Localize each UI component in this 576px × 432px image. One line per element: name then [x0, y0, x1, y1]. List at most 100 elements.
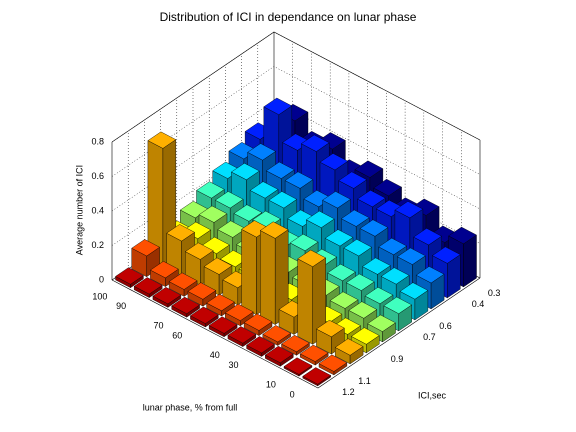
x-tick-label: 100 — [92, 291, 107, 301]
bar-side — [241, 228, 257, 316]
bar-top — [329, 291, 359, 309]
bar — [281, 334, 310, 356]
bar-top — [345, 273, 375, 291]
bar-top — [208, 316, 238, 334]
bar-top — [196, 181, 225, 199]
bar — [206, 293, 235, 317]
bar-top — [338, 171, 368, 189]
y-tick-label: 0.4 — [472, 299, 485, 309]
bar-top — [397, 247, 426, 265]
bar-top — [231, 162, 260, 181]
bar-top — [259, 221, 289, 239]
bar-top — [168, 272, 198, 290]
bar-top — [246, 336, 275, 354]
bar — [299, 344, 329, 366]
bar — [224, 303, 254, 327]
bar-top — [198, 205, 228, 223]
bar-top — [343, 239, 373, 257]
z-tick-label: 0.8 — [91, 136, 104, 146]
bar-top — [224, 303, 254, 321]
bar-top — [362, 257, 391, 275]
bar-top — [206, 293, 235, 312]
bar-top — [187, 282, 217, 300]
bar-top — [448, 226, 477, 245]
bar-top — [249, 181, 279, 199]
y-tick-label: 1.1 — [358, 376, 371, 386]
bar-top — [413, 228, 442, 246]
grid-line — [111, 31, 481, 143]
bar — [152, 287, 182, 308]
bar-top — [322, 191, 351, 209]
bar-top — [316, 319, 345, 338]
bar-top — [243, 313, 273, 331]
x-tick-label: 40 — [210, 350, 220, 360]
bar-top — [327, 263, 356, 282]
bar — [316, 319, 345, 355]
y-tick-label: 0.9 — [391, 354, 404, 364]
bar — [208, 316, 238, 338]
bar-top — [367, 314, 396, 332]
bar-top — [263, 97, 293, 115]
z-tick-label: 0.4 — [91, 205, 104, 215]
bar-top — [264, 345, 294, 364]
bar-top — [359, 219, 389, 237]
x-tick-label: 0 — [290, 389, 295, 399]
bar — [302, 367, 332, 387]
bar — [243, 313, 273, 336]
bar-side — [260, 230, 276, 325]
z-tick-label: 0 — [99, 274, 104, 284]
x-tick-label: 70 — [154, 321, 164, 331]
bar-top — [115, 267, 144, 285]
bar — [115, 267, 144, 289]
x-axis-label: lunar phase, % from full — [143, 402, 238, 412]
bar-side — [297, 258, 313, 345]
bar-top — [297, 249, 327, 267]
bar-top — [289, 233, 319, 252]
bar-top — [334, 338, 364, 356]
bar-top — [184, 242, 214, 260]
bar-top — [302, 367, 332, 385]
bar-top — [399, 282, 429, 300]
bar-top — [383, 296, 413, 314]
bar-top — [318, 354, 348, 372]
bar-top — [357, 189, 386, 208]
bar — [264, 345, 294, 367]
bar-top — [300, 134, 330, 152]
bar-top — [131, 239, 160, 257]
y-tick-label: 0.7 — [423, 332, 436, 342]
bar — [171, 296, 200, 318]
bar — [227, 326, 257, 347]
bar-top — [265, 161, 295, 179]
bar-top — [171, 296, 200, 314]
bar-top — [394, 201, 424, 219]
bar-top — [340, 209, 370, 227]
bar-top — [190, 306, 219, 324]
x-tick-label: 60 — [172, 331, 182, 341]
bar-top — [364, 286, 394, 305]
bar — [187, 282, 217, 307]
bar-top — [354, 160, 384, 178]
bar-top — [284, 171, 314, 189]
floor-edge — [111, 277, 481, 389]
bar-top — [373, 178, 402, 197]
bar — [190, 306, 219, 328]
bar — [259, 221, 289, 325]
bar-top — [262, 325, 292, 343]
bar — [246, 336, 275, 357]
x-tick-label: 90 — [116, 301, 126, 311]
bar-top — [305, 210, 335, 228]
y-tick-label: 1.2 — [342, 387, 355, 397]
bar-top — [299, 344, 329, 362]
bar-top — [247, 143, 276, 161]
bar — [133, 277, 163, 298]
y-axis-label: ICI,sec — [418, 390, 447, 400]
bar-top — [351, 327, 380, 345]
bar — [262, 325, 292, 346]
z-tick-label: 0.2 — [91, 240, 104, 250]
bar-top — [324, 229, 354, 247]
x-tick-label: 30 — [228, 360, 238, 370]
bar-top — [281, 334, 310, 353]
chart-title: Distribution of ICI in dependance on lun… — [160, 10, 417, 24]
bar-top — [152, 287, 182, 305]
